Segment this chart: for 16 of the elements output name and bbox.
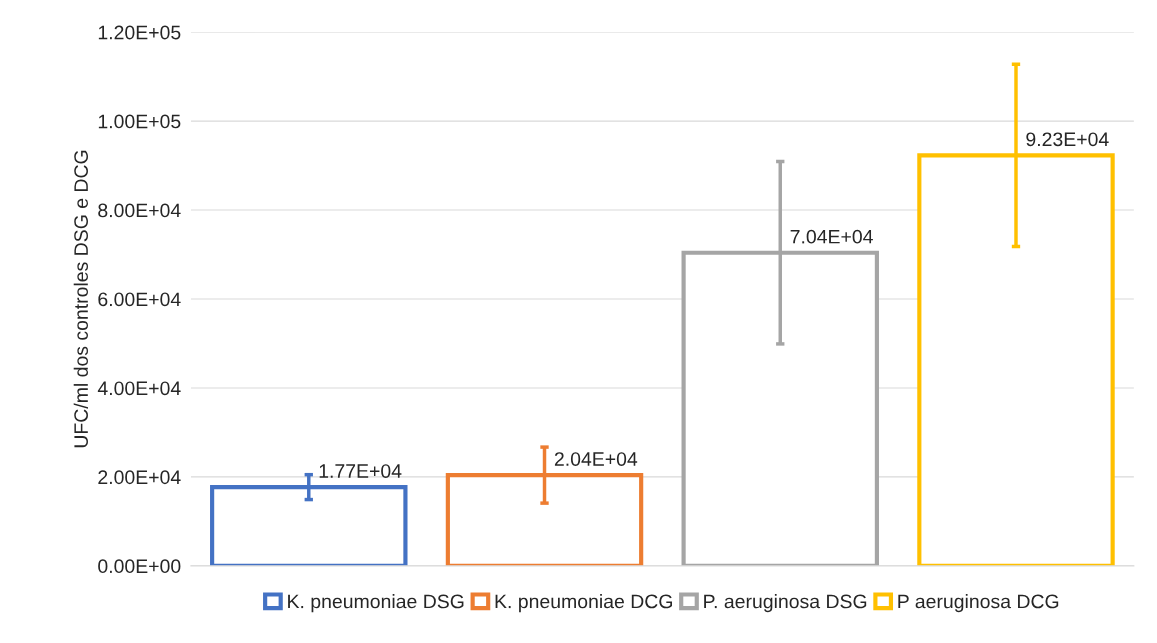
y-tick-label: 1.20E+05 <box>98 25 181 40</box>
legend-label: K. pneumoniae DSG <box>288 594 464 613</box>
y-tick-label: 8.00E+04 <box>98 203 181 218</box>
y-tick-label: 0.00E+00 <box>98 559 181 574</box>
data-label: 2.04E+04 <box>554 452 638 466</box>
y-tick-label: 4.00E+04 <box>97 381 181 396</box>
y-tick-label: 2.00E+04 <box>98 470 181 485</box>
y-tick-label: 1.00E+05 <box>98 114 181 129</box>
data-label: 1.77E+04 <box>319 464 402 478</box>
legend-label: P aeruginosa DCG <box>898 594 1059 613</box>
y-axis-title: UFC/ml dos controles DSG e DCG <box>73 150 88 448</box>
legend-label: P. aeruginosa DSG <box>704 594 867 613</box>
legend-label: K. pneumoniae DCG <box>495 594 672 613</box>
data-label: 9.23E+04 <box>1026 132 1109 147</box>
data-label: 7.04E+04 <box>790 229 873 244</box>
y-tick-label: 6.00E+04 <box>98 292 181 307</box>
